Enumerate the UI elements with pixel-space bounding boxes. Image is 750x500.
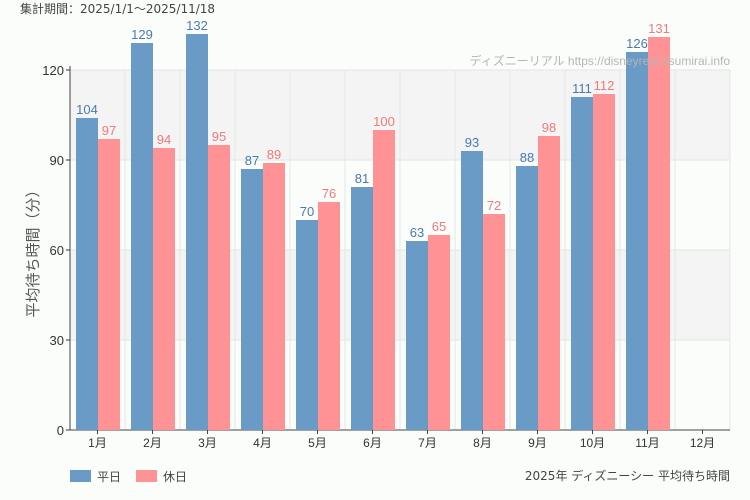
data-label: 87: [245, 153, 259, 168]
bar-weekday: [241, 169, 263, 430]
legend-label: 平日: [97, 470, 121, 484]
bar-weekday: [76, 118, 98, 430]
data-label: 126: [626, 36, 648, 51]
bar-holiday: [428, 235, 450, 430]
y-tick-label: 90: [50, 153, 64, 168]
y-tick-label: 0: [57, 423, 64, 438]
x-tick-label: 2月: [143, 436, 162, 450]
data-label: 97: [102, 123, 116, 138]
bar-holiday: [593, 94, 615, 430]
bar-holiday: [318, 202, 340, 430]
y-tick-label: 120: [42, 63, 64, 78]
data-label: 93: [465, 135, 479, 150]
bar-weekday: [406, 241, 428, 430]
bar-weekday: [461, 151, 483, 430]
y-tick-label: 60: [50, 243, 64, 258]
bar-holiday: [648, 37, 670, 430]
bar-weekday: [351, 187, 373, 430]
bar-holiday: [483, 214, 505, 430]
x-tick-label: 12月: [690, 436, 715, 450]
bar-weekday: [186, 34, 208, 430]
x-tick-label: 5月: [308, 436, 327, 450]
data-label: 94: [157, 132, 171, 147]
x-tick-label: 9月: [528, 436, 547, 450]
bar-holiday: [538, 136, 560, 430]
bar-weekday: [571, 97, 593, 430]
bar-holiday: [208, 145, 230, 430]
data-label: 111: [572, 81, 592, 96]
data-label: 89: [267, 147, 281, 162]
data-label: 63: [410, 225, 424, 240]
x-tick-label: 3月: [198, 436, 217, 450]
bar-holiday: [153, 148, 175, 430]
bar-holiday: [373, 130, 395, 430]
x-tick-label: 6月: [363, 436, 382, 450]
data-label: 72: [487, 198, 501, 213]
bar-holiday: [98, 139, 120, 430]
data-label: 65: [432, 219, 446, 234]
x-tick-label: 7月: [418, 436, 437, 450]
x-tick-label: 8月: [473, 436, 492, 450]
y-axis-label: 平均待ち時間（分）: [24, 182, 42, 317]
bar-weekday: [626, 52, 648, 430]
period-label: 集計期間：2025/1/1～2025/11/18: [20, 1, 215, 16]
data-label: 88: [520, 150, 534, 165]
bar-holiday: [263, 163, 285, 430]
x-tick-label: 4月: [253, 436, 272, 450]
data-label: 129: [131, 27, 153, 42]
bar-weekday: [516, 166, 538, 430]
data-label: 131: [648, 21, 670, 36]
data-label: 104: [76, 102, 98, 117]
chart-caption: 2025年 ディズニーシー 平均待ち時間: [525, 468, 730, 483]
data-label: 95: [212, 129, 226, 144]
bar-weekday: [131, 43, 153, 430]
data-label: 112: [594, 78, 615, 93]
data-label: 81: [355, 171, 369, 186]
data-label: 70: [300, 204, 314, 219]
x-tick-label: 1月: [88, 436, 107, 450]
x-tick-label: 10月: [580, 436, 605, 450]
legend-swatch: [70, 470, 91, 482]
legend-label: 休日: [163, 470, 187, 484]
data-label: 76: [322, 186, 336, 201]
x-tick-label: 11月: [635, 436, 659, 450]
bar-weekday: [296, 220, 318, 430]
data-label: 132: [186, 18, 208, 33]
legend-swatch: [136, 470, 157, 482]
data-label: 98: [542, 120, 556, 135]
y-tick-label: 30: [50, 333, 64, 348]
watermark: ディズニーリアル https://disneyreal.asumirai.inf…: [470, 53, 731, 68]
data-label: 100: [373, 114, 395, 129]
